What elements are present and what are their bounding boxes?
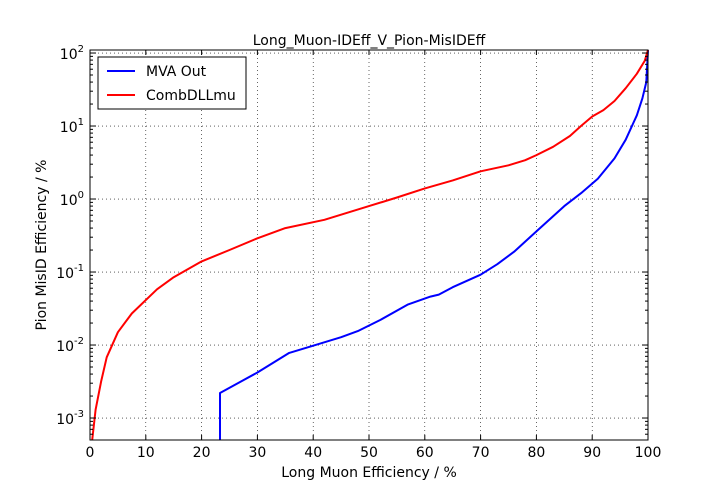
chart-title: Long_Muon-IDEff_V_Pion-MisIDEff	[253, 33, 486, 49]
y-tick-exponent: 0	[78, 190, 84, 201]
y-tick-label: 100	[60, 190, 84, 209]
ticks	[89, 50, 649, 441]
y-tick-base: 10	[60, 120, 78, 136]
x-tick-label: 10	[137, 445, 155, 461]
y-tick-base: 10	[56, 266, 74, 282]
series-layer	[91, 49, 649, 441]
x-tick-label: 20	[193, 445, 211, 461]
x-axis-title: Long Muon Efficiency / %	[281, 465, 457, 481]
legend-label-mva-out: MVA Out	[146, 64, 207, 80]
x-tick-label: 30	[248, 445, 266, 461]
series-line-mva-out	[219, 49, 649, 440]
x-tick-label: 50	[360, 445, 378, 461]
x-tick-label: 100	[635, 445, 662, 461]
x-tick-labels: 0 10 20 30 40 50 60 70 80 90 100	[86, 445, 662, 461]
y-tick-label: 10-1	[56, 263, 84, 282]
legend-box	[97, 56, 247, 110]
y-tick-base: 10	[56, 412, 74, 428]
y-tick-exponent: -3	[74, 409, 84, 420]
y-tick-exponent: 1	[78, 117, 84, 128]
legend: MVA Out CombDLLmu	[97, 56, 247, 110]
y-axis-title: Pion MisID Efficiency / %	[34, 160, 50, 331]
y-tick-exponent: -1	[74, 263, 84, 274]
y-tick-exponent: 2	[78, 44, 84, 55]
legend-label-combdllmu: CombDLLmu	[146, 88, 236, 104]
x-tick-label: 60	[416, 445, 434, 461]
y-tick-exponent: -2	[74, 336, 84, 347]
y-tick-base: 10	[56, 339, 74, 355]
series-line-combdllmu	[91, 49, 649, 441]
y-tick-label: 102	[60, 44, 84, 63]
x-tick-label: 90	[583, 445, 601, 461]
y-tick-label: 10-3	[56, 409, 84, 428]
x-tick-label: 70	[472, 445, 490, 461]
y-tick-base: 10	[60, 47, 78, 63]
x-tick-label: 40	[304, 445, 322, 461]
y-tick-label: 10-2	[56, 336, 84, 355]
y-tick-label: 101	[60, 117, 84, 136]
x-tick-label: 0	[86, 445, 95, 461]
y-tick-base: 10	[60, 193, 78, 209]
x-tick-label: 80	[527, 445, 545, 461]
